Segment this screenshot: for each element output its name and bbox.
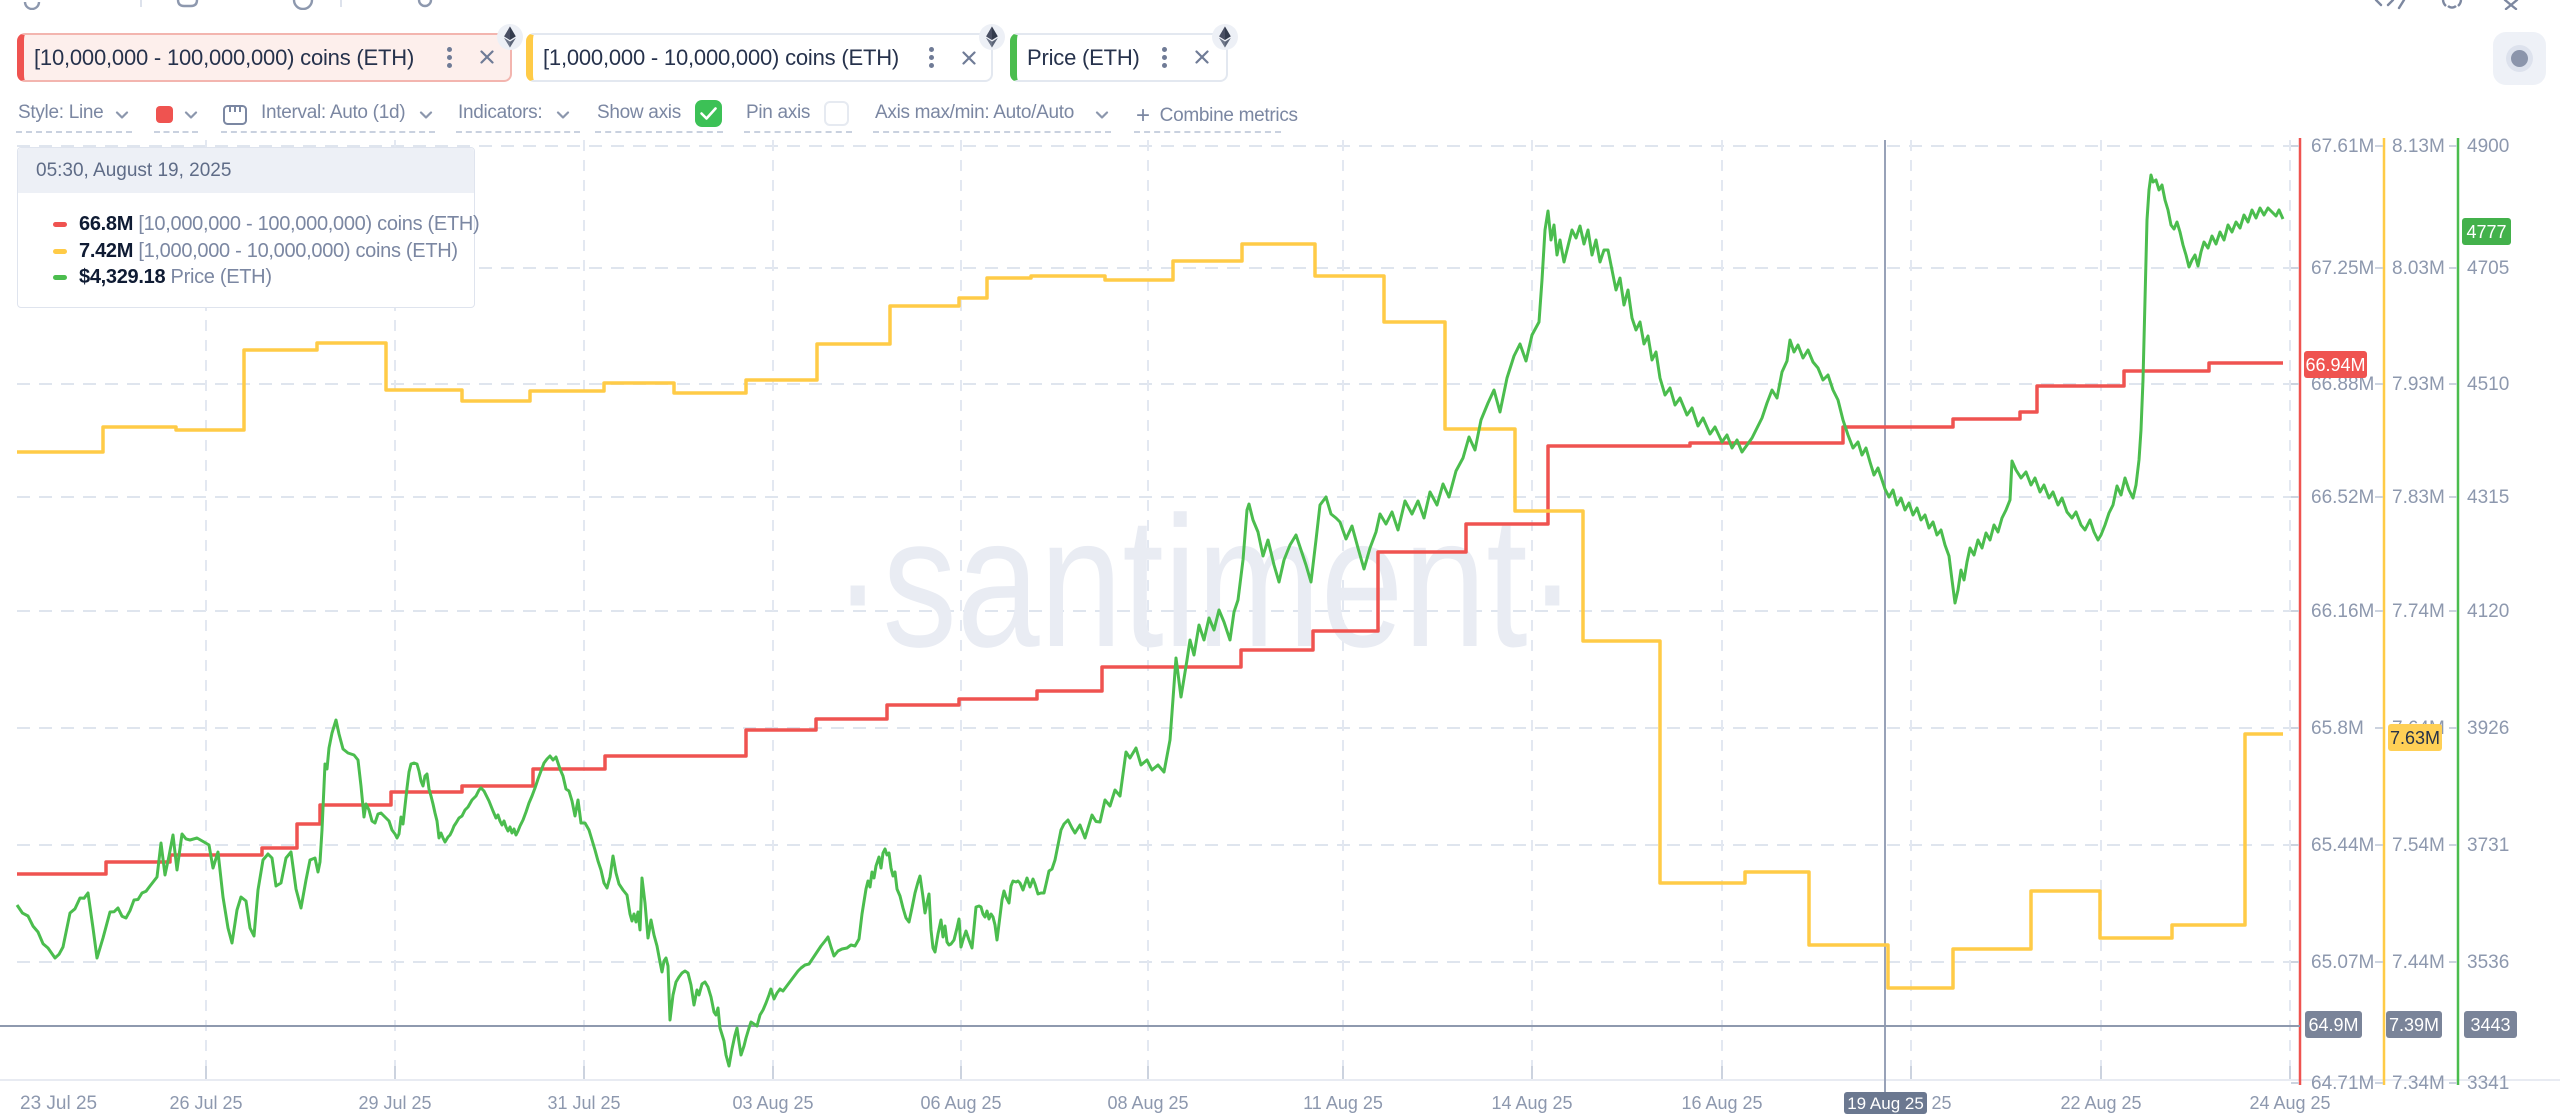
svg-text:26 Jul 25: 26 Jul 25 (169, 1093, 242, 1113)
svg-text:7.44M: 7.44M (2392, 952, 2445, 973)
svg-text:64.71M: 64.71M (2311, 1073, 2374, 1094)
svg-text:·santiment·: ·santiment· (833, 478, 1577, 686)
svg-text:19 Aug 25: 19 Aug 25 (1847, 1094, 1924, 1113)
svg-text:4900: 4900 (2467, 136, 2509, 157)
svg-text:66.16M: 66.16M (2311, 601, 2374, 622)
svg-text:22 Aug 25: 22 Aug 25 (2060, 1093, 2141, 1113)
svg-text:31 Jul 25: 31 Jul 25 (547, 1093, 620, 1113)
svg-text:3536: 3536 (2467, 952, 2509, 973)
svg-text:08 Aug 25: 08 Aug 25 (1107, 1093, 1188, 1113)
svg-text:4705: 4705 (2467, 258, 2509, 279)
svg-text:65.44M: 65.44M (2311, 835, 2374, 856)
svg-text:66.52M: 66.52M (2311, 487, 2374, 508)
svg-text:24 Aug 25: 24 Aug 25 (2249, 1093, 2330, 1113)
svg-text:65.8M: 65.8M (2311, 718, 2364, 739)
svg-text:66.88M: 66.88M (2311, 374, 2374, 395)
svg-text:66.94M: 66.94M (2305, 355, 2365, 375)
svg-text:23 Jul 25: 23 Jul 25 (20, 1093, 97, 1114)
svg-text:7.39M: 7.39M (2389, 1015, 2439, 1035)
svg-text:14 Aug 25: 14 Aug 25 (1491, 1093, 1572, 1113)
svg-text:3731: 3731 (2467, 835, 2509, 856)
svg-text:7.63M: 7.63M (2390, 728, 2440, 748)
svg-text:65.07M: 65.07M (2311, 952, 2374, 973)
svg-text:3926: 3926 (2467, 718, 2509, 739)
svg-text:7.93M: 7.93M (2392, 374, 2445, 395)
svg-text:16 Aug 25: 16 Aug 25 (1681, 1093, 1762, 1113)
svg-text:8.03M: 8.03M (2392, 258, 2445, 279)
svg-text:4315: 4315 (2467, 487, 2509, 508)
svg-text:7.83M: 7.83M (2392, 487, 2445, 508)
svg-text:11 Aug 25: 11 Aug 25 (1303, 1093, 1383, 1113)
svg-text:4510: 4510 (2467, 374, 2509, 395)
svg-text:8.13M: 8.13M (2392, 136, 2445, 157)
svg-text:7.54M: 7.54M (2392, 835, 2445, 856)
svg-text:3443: 3443 (2470, 1015, 2510, 1035)
svg-text:64.9M: 64.9M (2308, 1015, 2358, 1035)
svg-text:3341: 3341 (2467, 1073, 2509, 1094)
svg-text:03 Aug 25: 03 Aug 25 (732, 1093, 813, 1113)
svg-text:67.25M: 67.25M (2311, 258, 2374, 279)
svg-text:4777: 4777 (2466, 222, 2506, 242)
svg-text:29 Jul 25: 29 Jul 25 (358, 1093, 431, 1113)
svg-text:7.74M: 7.74M (2392, 601, 2445, 622)
svg-text:06 Aug 25: 06 Aug 25 (920, 1093, 1001, 1113)
svg-text:4120: 4120 (2467, 601, 2509, 622)
svg-text:67.61M: 67.61M (2311, 136, 2374, 157)
svg-text:7.34M: 7.34M (2392, 1073, 2445, 1094)
